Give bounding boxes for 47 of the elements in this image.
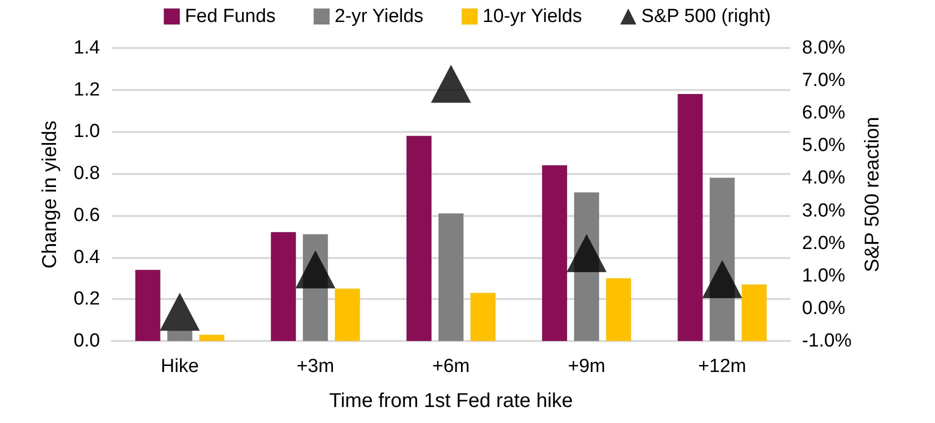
x-tick-label: +12m (698, 356, 746, 377)
y2-tick-label: 8.0% (802, 38, 846, 58)
y2-tick-label: 3.0% (802, 200, 846, 222)
bar (199, 334, 224, 341)
legend-label: 10-yr Yields (482, 6, 582, 27)
y-tick-label: 0.0 (74, 330, 100, 352)
y2-tick-label: 2.0% (802, 232, 846, 254)
bar (742, 284, 767, 341)
legend-label: 2-yr Yields (334, 6, 424, 27)
point (702, 260, 742, 298)
y2-tick-label: 5.0% (802, 135, 846, 156)
y2-tick-label: 6.0% (802, 102, 846, 124)
bar (334, 288, 360, 341)
bar (606, 278, 632, 341)
y-tick-label: 0.8 (74, 163, 100, 184)
y-tick-label: 1.2 (74, 79, 100, 100)
bar (438, 213, 464, 341)
bar (542, 165, 568, 341)
point (160, 292, 200, 331)
point (295, 250, 336, 288)
bar (270, 232, 296, 341)
bar (406, 136, 432, 341)
y-tick-label: 0.4 (74, 246, 100, 268)
bar (470, 292, 496, 341)
y-axis-title: Change in yields (39, 120, 61, 268)
y-tick-label: 1.4 (74, 38, 100, 58)
bar (135, 270, 160, 341)
point (431, 64, 471, 103)
x-tick-label: Hike (160, 356, 199, 377)
bar (678, 94, 703, 341)
y2-axis-title: S&P 500 reaction (862, 116, 884, 272)
x-tick-label: +3m (296, 356, 334, 377)
x-tick-label: +6m (432, 356, 470, 377)
x-tick-label: +9m (568, 356, 606, 377)
legend-label: S&P 500 (right) (641, 6, 771, 27)
y2-tick-label: 1.0% (802, 265, 846, 286)
y2-tick-label: 4.0% (802, 168, 846, 189)
y-tick-label: 0.6 (74, 204, 100, 226)
y2-tick-label: -1.0% (802, 330, 852, 352)
y-tick-label: 0.2 (74, 288, 100, 310)
legend-label: Fed Funds (184, 6, 276, 27)
y-tick-label: 1.0 (74, 121, 100, 142)
x-axis-title: Time from 1st Fed rate hike (329, 390, 573, 412)
point (566, 234, 607, 272)
y2-tick-label: 0.0% (802, 298, 846, 319)
y2-tick-label: 7.0% (802, 70, 846, 92)
bar (167, 330, 192, 341)
